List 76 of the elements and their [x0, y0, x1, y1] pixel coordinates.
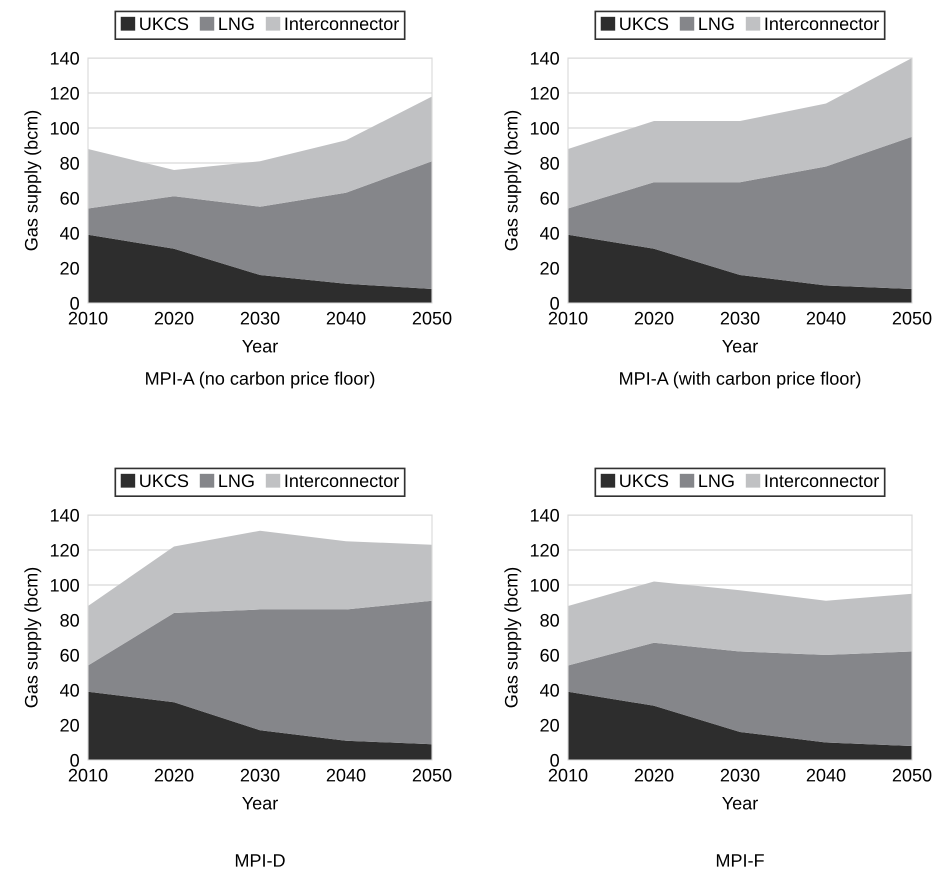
x-tick-label: 2030 [240, 312, 280, 325]
x-tick-label: 2040 [326, 768, 366, 782]
text: MPI-A (no carbon price floor) [146, 372, 374, 388]
y-tick-label: 20 [540, 718, 559, 732]
x-axis-title: Year [722, 796, 758, 810]
y-tick-label: 140 [530, 508, 559, 522]
x-tick-label: 2010 [68, 312, 108, 325]
y-tick-label: 120 [50, 544, 79, 557]
x-tick-label: 2020 [154, 768, 194, 782]
y-axis-title: Gas supply (bcm) [504, 568, 522, 708]
text: MPI-F [716, 854, 764, 867]
y-tick-label: 60 [540, 192, 559, 205]
text: MPI-D [236, 854, 285, 867]
legend-label: LNG [219, 474, 254, 488]
x-tick-label: 2020 [634, 312, 674, 325]
x-tick-label: 2040 [806, 312, 846, 325]
legend-label: Interconnector [286, 18, 399, 30]
legend-label: UKCS [620, 474, 668, 488]
y-tick-label: 100 [50, 578, 79, 592]
x-tick-label: 2020 [634, 768, 674, 782]
y-tick-label: 40 [60, 684, 79, 697]
y-tick-label: 20 [60, 718, 79, 732]
y-tick-label: 80 [540, 156, 559, 170]
legend-label: UKCS [620, 17, 668, 30]
y-tick-label: 140 [50, 508, 79, 522]
y-axis-title: Gas supply (bcm) [24, 568, 42, 708]
x-tick-label: 2010 [68, 768, 108, 782]
y-tick-label: 60 [540, 648, 559, 662]
x-tick-label: 2050 [892, 312, 932, 325]
x-axis-title: Year [242, 340, 278, 353]
y-tick-label: 120 [50, 86, 79, 100]
x-tick-label: 2010 [548, 312, 588, 325]
x-tick-label: 2040 [326, 312, 366, 325]
y-tick-label: 100 [530, 122, 559, 135]
x-tick-label: 2050 [412, 768, 452, 782]
x-axis-title: Year [242, 796, 278, 810]
y-tick-label: 0 [550, 754, 559, 767]
y-tick-label: 140 [50, 52, 79, 65]
legend-label: Interconnector [766, 18, 879, 30]
x-axis-title: Year [722, 340, 758, 353]
y-tick-label: 60 [60, 192, 79, 205]
legend-label: LNG [699, 474, 734, 488]
y-tick-label: 80 [540, 614, 559, 627]
legend-label: LNG [699, 17, 734, 30]
x-tick-label: 2030 [720, 768, 760, 782]
legend-label: LNG [219, 17, 254, 30]
legend-label: Interconnector [766, 474, 879, 488]
y-axis-title: Gas supply (bcm) [504, 110, 522, 250]
y-tick-label: 140 [530, 52, 559, 65]
y-axis-title: Gas supply (bcm) [24, 110, 42, 250]
y-tick-label: 0 [70, 754, 79, 767]
y-tick-label: 120 [530, 544, 559, 557]
y-tick-label: 100 [530, 578, 559, 592]
y-tick-label: 0 [550, 296, 559, 310]
y-tick-label: 80 [60, 614, 79, 627]
x-tick-label: 2010 [548, 768, 588, 782]
legend-label: UKCS [140, 17, 188, 30]
y-tick-label: 40 [540, 226, 559, 240]
y-tick-label: 100 [50, 122, 79, 135]
legend-label: Interconnector [286, 474, 399, 488]
text: MPI-A (with carbon price floor) [620, 372, 860, 388]
x-tick-label: 2050 [412, 312, 452, 325]
x-tick-label: 2050 [892, 768, 932, 782]
y-tick-label: 20 [60, 262, 79, 275]
y-tick-label: 0 [70, 296, 79, 310]
y-tick-label: 40 [540, 684, 559, 697]
y-tick-label: 60 [60, 648, 79, 662]
x-tick-label: 2030 [240, 768, 280, 782]
x-tick-label: 2040 [806, 768, 846, 782]
y-tick-label: 80 [60, 156, 79, 170]
x-tick-label: 2030 [720, 312, 760, 325]
y-tick-label: 120 [530, 86, 559, 100]
legend-label: UKCS [140, 474, 188, 488]
x-tick-label: 2020 [154, 312, 194, 325]
y-tick-label: 20 [540, 262, 559, 275]
y-tick-label: 40 [60, 226, 79, 240]
